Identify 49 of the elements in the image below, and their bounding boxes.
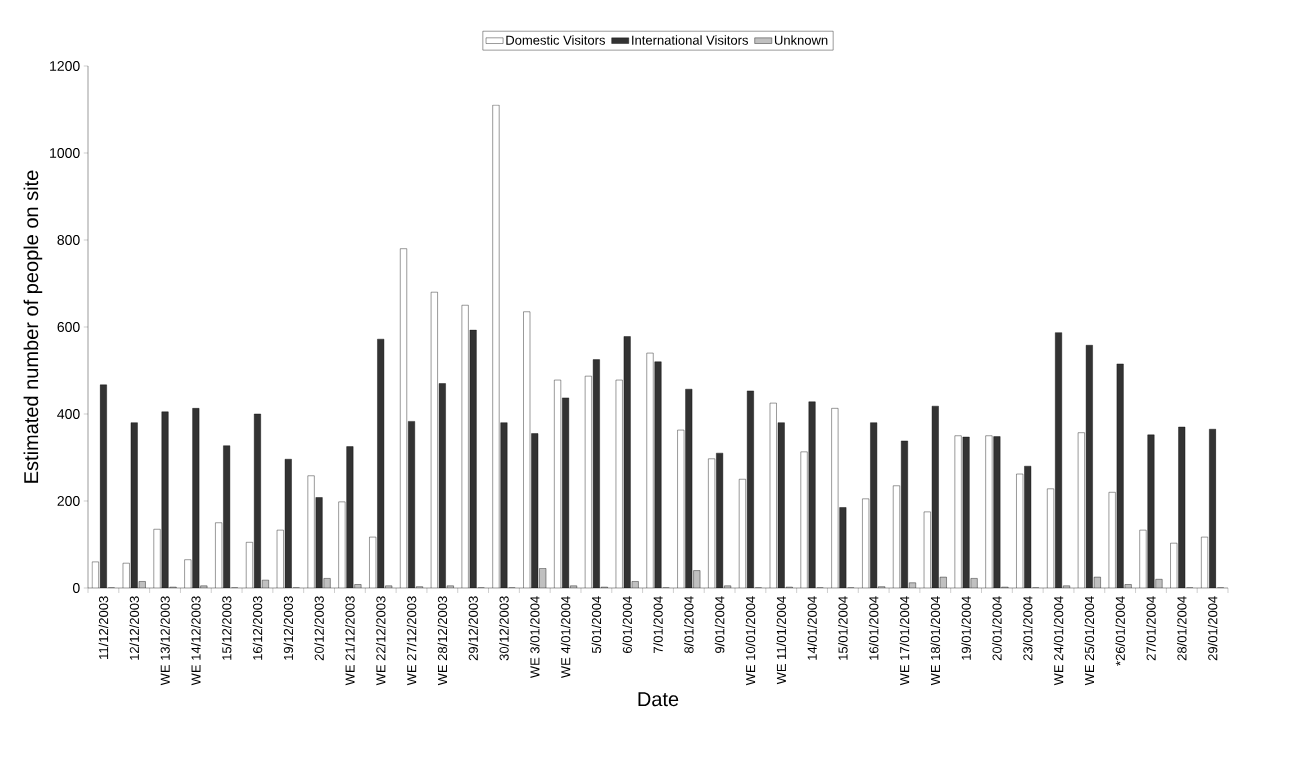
x-tick-label: 16/01/2004 [868, 596, 879, 660]
x-tick-label: 29/12/2003 [468, 596, 478, 661]
y-tick-label: 0 [72, 583, 80, 593]
x-tick-label: 28/01/2004 [1177, 596, 1187, 661]
x-tick-label: 29/01/2004 [1207, 596, 1218, 661]
y-tick-label: 200 [57, 496, 80, 506]
x-tick-label: WE 24/01/2004 [1053, 596, 1064, 686]
x-tick-label: 14/01/2004 [807, 596, 817, 660]
x-tick-label: 5/01/2004 [591, 596, 602, 654]
x-tick-label: WE 11/01/2004 [776, 596, 787, 685]
x-tick-label: WE 28/12/2003 [437, 596, 448, 686]
x-tick-label: 6/01/2004 [622, 596, 632, 653]
y-tick-label: 1200 [50, 61, 80, 71]
x-axis-title: Date [638, 692, 679, 707]
legend-label: Unknown [774, 35, 828, 45]
x-tick-label: WE 25/01/2004 [1084, 596, 1095, 686]
y-tick-label: 1000 [50, 148, 80, 158]
x-tick-label: 27/01/2004 [1146, 596, 1156, 661]
legend-label: International Visitors [632, 35, 749, 45]
x-tick-label: 19/12/2003 [283, 596, 294, 660]
x-tick-label: 9/01/2004 [714, 596, 725, 654]
x-tick-label: WE 18/01/2004 [930, 596, 941, 686]
x-tick-label: 23/01/2004 [1022, 596, 1033, 661]
x-tick-label: WE 21/12/2003 [345, 596, 355, 686]
y-axis-title: Estimated number of people on site [23, 170, 43, 483]
x-tick-label: WE 22/12/2003 [375, 596, 386, 686]
x-tick-label: WE 4/01/2004 [560, 596, 571, 679]
x-tick-label: WE 3/01/2004 [529, 596, 540, 679]
x-tick-label: 16/12/2003 [252, 596, 263, 660]
x-tick-label: 20/01/2004 [992, 596, 1002, 661]
x-tick-label: 19/01/2004 [961, 596, 971, 660]
y-tick-label: 400 [57, 409, 80, 419]
x-tick-label: 30/12/2003 [499, 596, 509, 661]
y-tick-label: 600 [57, 322, 80, 332]
x-tick-label: 8/01/2004 [684, 596, 694, 654]
x-tick-label: WE 14/12/2003 [191, 596, 201, 686]
x-tick-label: WE 10/01/2004 [745, 596, 756, 686]
y-tick-label: 800 [57, 235, 80, 245]
x-tick-label: WE 27/12/2003 [406, 596, 417, 686]
x-tick-label: *26/01/2004 [1115, 596, 1125, 666]
x-tick-label: 11/12/2003 [98, 596, 109, 659]
x-tick-label: 20/12/2003 [314, 596, 324, 661]
x-tick-label: 12/12/2003 [129, 596, 139, 660]
x-tick-label: 15/01/2004 [838, 596, 848, 660]
legend-label: Domestic Visitors [506, 35, 606, 45]
x-tick-label: WE 13/12/2003 [160, 596, 170, 686]
x-tick-label: WE 17/01/2004 [899, 596, 910, 686]
x-tick-label: 7/01/2004 [653, 596, 663, 653]
x-tick-label: 15/12/2003 [221, 596, 232, 660]
